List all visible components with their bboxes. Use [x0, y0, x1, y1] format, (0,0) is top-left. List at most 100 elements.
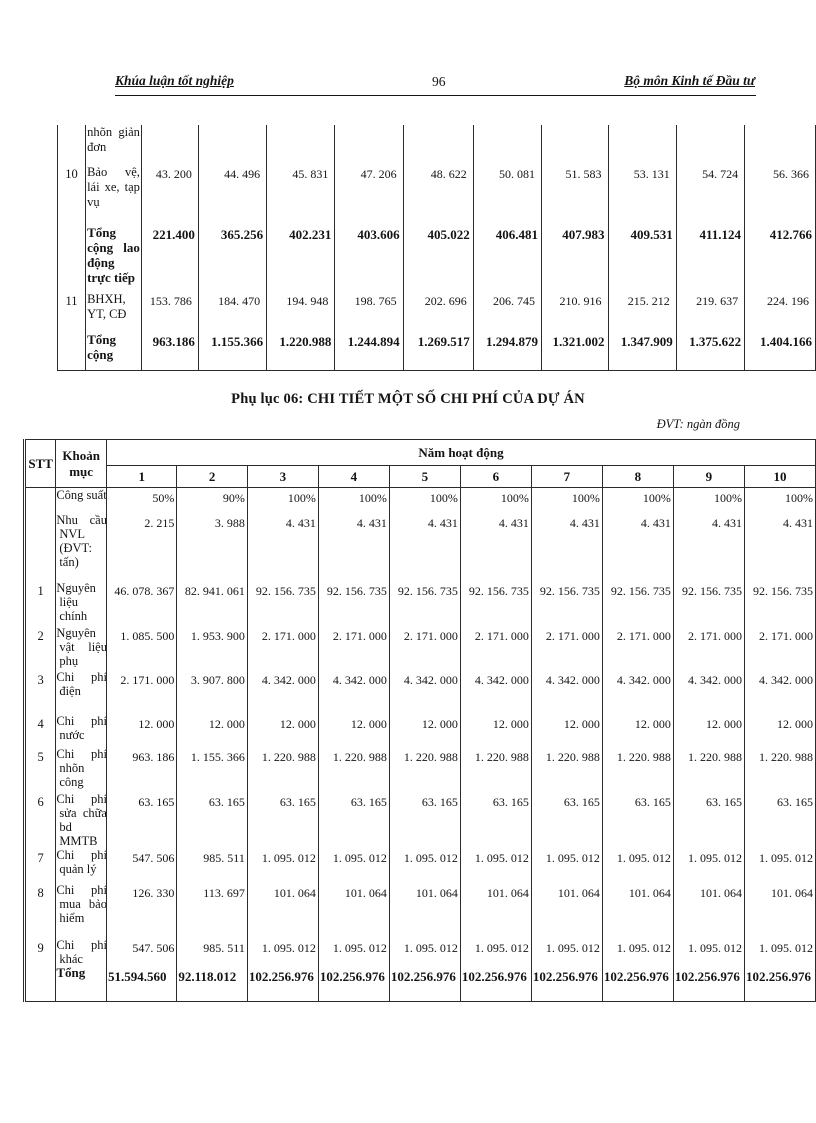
header-year: 9 [673, 465, 745, 488]
header-year: 6 [460, 465, 532, 488]
value-cell [266, 125, 336, 165]
value-cell: 92. 156. 735 [531, 580, 603, 626]
value-cell: 48. 622 [403, 165, 474, 225]
value-cell: 100% [247, 487, 319, 513]
stt-cell: 5 [24, 746, 57, 792]
value-cell: 1.404.166 [744, 332, 816, 370]
value-cell: 102.256.976 [247, 965, 319, 1002]
value-cell: 1. 095. 012 [531, 937, 603, 966]
labor-cost-table-wrapper: nhõn giản đơn 10 Bảo vệ, lái xe, tạp vụ 43.… [57, 125, 816, 371]
stt-cell: 3 [24, 669, 57, 714]
value-cell: 100% [673, 487, 745, 513]
value-cell: 50% [106, 487, 178, 513]
value-cell: 4. 342. 000 [460, 669, 532, 714]
appendix-title: Phụ lục 06: CHI TIẾT MỘT SỐ CHI PHÍ CỦA … [231, 391, 585, 407]
value-cell: 12. 000 [673, 713, 745, 747]
value-cell: 215. 212 [608, 292, 677, 332]
table-row: 11 BHXH, YT, CĐ 153. 786 184. 470 194. 948 19… [57, 292, 816, 332]
label-cell: Chi phí điện [55, 669, 107, 714]
value-cell: 1. 095. 012 [389, 847, 461, 883]
value-cell: 4. 431 [389, 512, 461, 581]
stt-cell [57, 225, 87, 292]
value-cell [334, 125, 404, 165]
value-cell: 63. 165 [673, 791, 745, 848]
value-cell: 210. 916 [541, 292, 609, 332]
value-cell: 3. 907. 800 [176, 669, 248, 714]
value-cell: 101. 064 [531, 882, 603, 938]
value-cell: 1. 220. 988 [744, 746, 816, 792]
value-cell: 101. 064 [744, 882, 816, 938]
label-cell: Chi phí nhõn công [55, 746, 107, 792]
stt-cell: 7 [24, 847, 57, 883]
value-cell: 405.022 [403, 225, 474, 292]
value-cell: 12. 000 [460, 713, 532, 747]
cost-detail-table-wrapper: STT Khoản mục Năm hoạt động 1 2 3 4 5 6 7 8 9 10 Công… [23, 439, 816, 1002]
unit-note: ĐVT: ngàn đồng [656, 417, 740, 431]
value-cell: 2. 171. 000 [247, 625, 319, 670]
value-cell: 102.256.976 [389, 965, 461, 1002]
stt-cell: 11 [57, 292, 87, 332]
value-cell: 63. 165 [460, 791, 532, 848]
table-row: 10 Bảo vệ, lái xe, tạp vụ 43. 200 44. 496 45… [57, 165, 816, 225]
label-cell: Chi phí mua bảo hiểm [55, 882, 107, 938]
labor-cost-table: nhõn giản đơn 10 Bảo vệ, lái xe, tạp vụ 43.… [57, 125, 816, 371]
value-cell: 44. 496 [198, 165, 268, 225]
value-cell: 126. 330 [106, 882, 178, 938]
stt-cell [57, 332, 87, 370]
header-year-group: Năm hoạt động [106, 439, 816, 466]
value-cell: 407.983 [541, 225, 609, 292]
value-cell: 2. 171. 000 [318, 625, 390, 670]
value-cell: 100% [744, 487, 816, 513]
table-row: 6 Chi phí sửa chữa bd MMTB 63. 165 63. 165 6… [24, 791, 816, 848]
value-cell: 409.531 [608, 225, 677, 292]
value-cell [198, 125, 268, 165]
table-row: 3 Chi phí điện 2. 171. 000 3. 907. 800 4. 34… [24, 669, 816, 714]
value-cell: 56. 366 [744, 165, 816, 225]
value-cell: 402.231 [266, 225, 336, 292]
value-cell: 101. 064 [247, 882, 319, 938]
value-cell: 1. 095. 012 [602, 847, 674, 883]
value-cell: 4. 342. 000 [744, 669, 816, 714]
header-year: 1 [106, 465, 178, 488]
stt-cell [24, 512, 57, 581]
value-cell: 63. 165 [318, 791, 390, 848]
value-cell: 46. 078. 367 [106, 580, 178, 626]
value-cell: 51. 583 [541, 165, 609, 225]
value-cell: 1. 220. 988 [318, 746, 390, 792]
value-cell: 411.124 [676, 225, 746, 292]
value-cell: 2. 171. 000 [531, 625, 603, 670]
value-cell: 1. 095. 012 [247, 847, 319, 883]
header-year: 7 [531, 465, 603, 488]
stt-cell [57, 125, 87, 165]
table-row: 1 Nguyên liệu chính 46. 078. 367 82. 941. 0… [24, 580, 816, 626]
value-cell: 4. 342. 000 [673, 669, 745, 714]
table-row: Tổng 51.594.560 92.118.012 102.256.976 102.2… [24, 965, 816, 1002]
value-cell: 1.375.622 [676, 332, 746, 370]
value-cell: 12. 000 [176, 713, 248, 747]
table-row: 8 Chi phí mua bảo hiểm 126. 330 113. 697 101… [24, 882, 816, 938]
table-row: 2 Nguyên vật liệu phụ 1. 085. 500 1. 953. 9… [24, 625, 816, 670]
value-cell: 2. 171. 000 [106, 669, 178, 714]
value-cell: 412.766 [744, 225, 816, 292]
value-cell: 963. 186 [106, 746, 178, 792]
value-cell: 4. 431 [460, 512, 532, 581]
value-cell: 2. 171. 000 [389, 625, 461, 670]
table-row: Công suất 50% 90% 100% 100% 100% 100% 100% 100% 1… [24, 487, 816, 513]
table-row: Tổng cộng 963.186 1.155.366 1.220.988 1.244.… [57, 332, 816, 370]
value-cell: 221.400 [141, 225, 199, 292]
value-cell: 1. 095. 012 [744, 937, 816, 966]
label-cell: Công suất [55, 487, 107, 513]
value-cell [744, 125, 816, 165]
header-stt: STT [24, 439, 57, 488]
stt-cell: 6 [24, 791, 57, 848]
table-row: nhõn giản đơn [57, 125, 816, 165]
value-cell: 50. 081 [473, 165, 542, 225]
value-cell: 1. 095. 012 [389, 937, 461, 966]
value-cell: 101. 064 [460, 882, 532, 938]
value-cell: 43. 200 [141, 165, 199, 225]
value-cell: 1. 095. 012 [247, 937, 319, 966]
value-cell: 198. 765 [334, 292, 404, 332]
value-cell: 12. 000 [318, 713, 390, 747]
value-cell: 100% [531, 487, 603, 513]
stt-cell: 2 [24, 625, 57, 670]
